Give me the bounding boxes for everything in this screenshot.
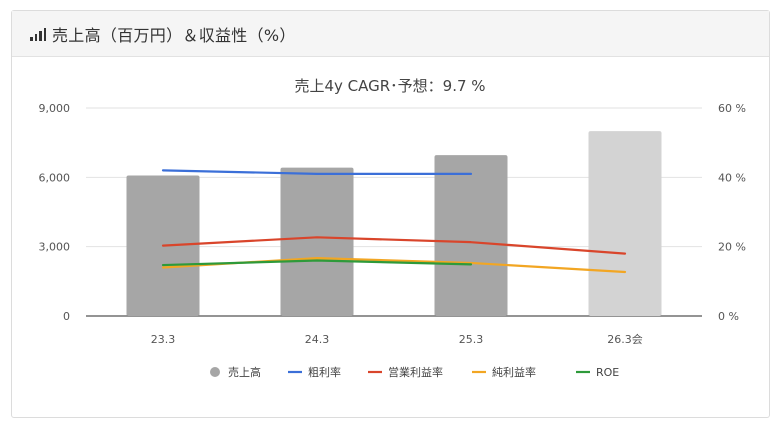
x-axis-tick-label: 23.3 — [151, 333, 176, 346]
right-axis-tick-label: 60 % — [718, 102, 746, 115]
series-line-3 — [161, 259, 473, 267]
x-axis-tick-label: 24.3 — [305, 333, 330, 346]
series-line-1 — [161, 236, 627, 255]
right-axis-tick-label: 20 % — [718, 241, 746, 254]
bar-chart-icon — [30, 27, 46, 41]
x-axis-tick-label: 25.3 — [459, 333, 484, 346]
right-axis-tick-label: 40 % — [718, 171, 746, 184]
legend-label: 純利益率 — [492, 365, 536, 379]
left-axis-tick-label: 6,000 — [39, 171, 71, 184]
card-title: 売上高（百万円）＆収益性（%） — [52, 25, 296, 45]
bar-uriage — [434, 155, 508, 316]
chart-title: 売上4y CAGR･予想：9.7 % — [294, 77, 485, 95]
legend-label: 営業利益率 — [388, 365, 443, 379]
x-axis-tick-label: 26.3会 — [607, 333, 643, 346]
card-header: 売上高（百万円）＆収益性（%） — [12, 11, 769, 57]
left-axis-tick-label: 9,000 — [39, 102, 71, 115]
series-line-2 — [161, 257, 627, 274]
legend-label: 粗利率 — [308, 365, 341, 379]
left-axis-tick-label: 3,000 — [39, 241, 71, 254]
bar-uriage — [280, 167, 354, 316]
legend-label: ROE — [596, 366, 619, 379]
right-axis-tick-label: 0 % — [718, 310, 739, 323]
series-line-0 — [161, 169, 473, 175]
bar-uriage — [588, 131, 662, 316]
left-axis-tick-label: 0 — [63, 310, 70, 323]
legend-label: 売上高 — [228, 365, 261, 379]
legend-marker-circle — [210, 367, 220, 377]
